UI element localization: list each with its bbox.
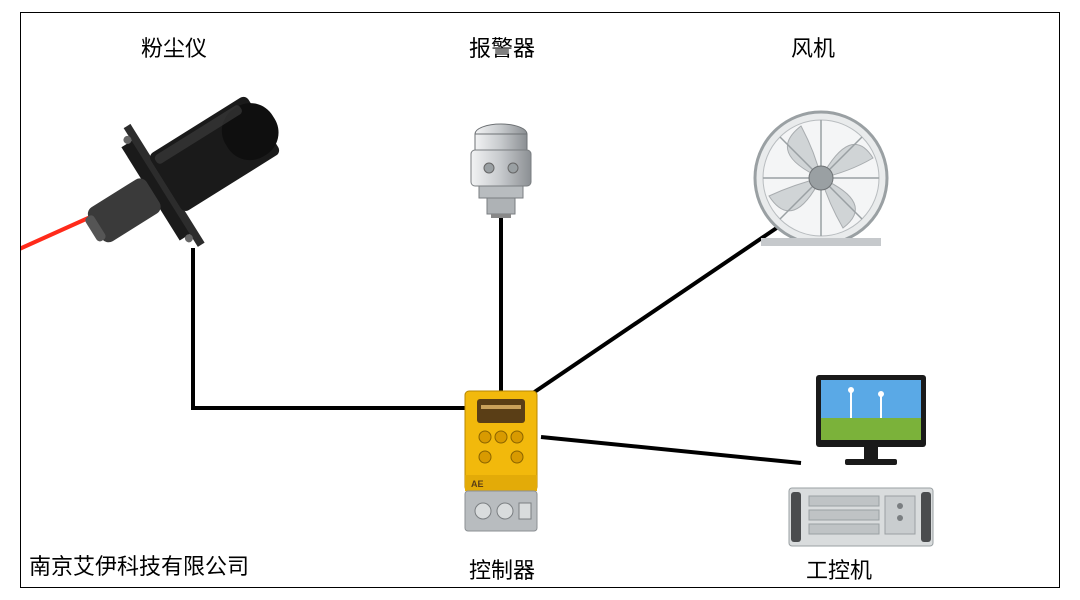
- edge-fan-controller: [533, 225, 781, 393]
- ipc-icon: [789, 375, 933, 546]
- diagram-svg: AE: [21, 13, 1061, 589]
- svg-text:AE: AE: [471, 479, 484, 489]
- fan-icon: [755, 112, 887, 246]
- alarm-icon: [471, 124, 531, 218]
- edge-controller-ipc: [541, 437, 801, 463]
- edge-dust-controller: [193, 248, 466, 408]
- diagram-frame: 粉尘仪 报警器 风机 控制器 工控机 南京艾伊科技有限公司: [20, 12, 1060, 588]
- dust-sensor-icon: [21, 58, 311, 336]
- controller-icon: AE: [465, 391, 537, 531]
